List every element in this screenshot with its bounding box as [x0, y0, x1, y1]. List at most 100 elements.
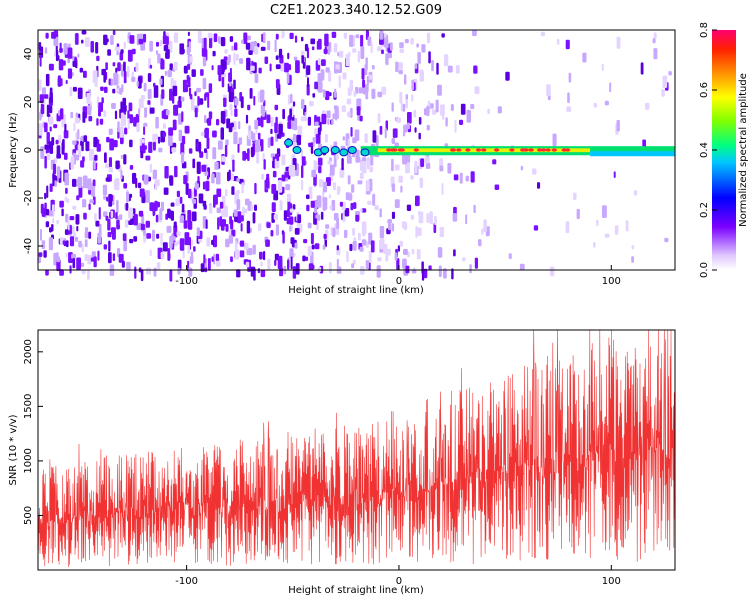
spectrogram-cell — [445, 117, 448, 127]
spectrogram-cell — [129, 238, 134, 244]
spectrogram-cell — [336, 245, 339, 251]
spectrogram-cell — [354, 129, 360, 141]
spectrogram-cell — [352, 241, 357, 251]
spectrogram-cell — [281, 31, 285, 37]
spectrogram-cell — [296, 134, 301, 146]
spectrogram-cell — [246, 57, 251, 71]
spectrogram-cell — [97, 250, 100, 261]
spectrogram-cell — [76, 225, 79, 232]
spectrogram-cell — [355, 34, 360, 39]
spectrogram-cell — [346, 155, 352, 164]
spectrogram-cell — [231, 229, 236, 237]
spectrogram-cell — [238, 121, 241, 130]
spectrogram-cell — [59, 42, 62, 53]
spectrogram-cell — [230, 109, 233, 116]
spectrogram-cell — [212, 130, 217, 138]
spectrogram-cell — [364, 84, 369, 92]
spectrogram-cell — [229, 36, 234, 42]
spectrogram-cell — [311, 264, 315, 270]
spectrogram-cell — [81, 243, 84, 253]
spectrogram-cell — [254, 182, 257, 195]
spectrogram-cell — [145, 190, 150, 203]
spectrogram-cell — [119, 51, 124, 61]
spectrogram-cell — [112, 227, 116, 240]
spectrogram-cell — [444, 54, 449, 67]
spectrogram-cell — [217, 65, 222, 76]
spectrogram-cell — [75, 214, 80, 225]
spectrogram-cell — [661, 89, 665, 97]
spectrogram-cell — [155, 214, 159, 223]
spectrogram-cell — [88, 189, 91, 195]
spectrogram-cell — [286, 217, 291, 225]
spectrogram-cell — [196, 227, 200, 237]
spectrogram-cell — [225, 188, 228, 197]
spectrogram-cell — [200, 69, 204, 76]
spectrogram-cell — [668, 71, 672, 76]
spectrogram-cell — [320, 69, 325, 77]
spectrogram-cell — [52, 173, 55, 187]
spectrogram-cell — [138, 98, 144, 109]
spectrogram-cell — [450, 104, 454, 111]
spectrogram-cell — [168, 133, 173, 146]
spectrogram-cell — [323, 48, 328, 54]
spectrogram-cell — [332, 227, 336, 238]
signal-onset-blob — [330, 146, 340, 154]
spectrogram-cell — [72, 60, 78, 67]
spectrogram-cell — [41, 240, 46, 250]
spectrogram-y-ticks: -40 -20 0 20 40 — [23, 48, 43, 254]
spectrogram-cell — [245, 198, 250, 206]
spectrogram-cell — [213, 194, 216, 208]
spectrogram-cell — [537, 182, 541, 189]
spectrogram-cell — [213, 33, 218, 43]
spectrogram-cell — [267, 40, 271, 51]
spectrogram-cell — [100, 86, 104, 91]
spectrogram-cell — [45, 32, 49, 39]
spectrogram-cell — [48, 237, 53, 251]
spectrogram-cell — [143, 122, 148, 127]
spectrogram-cell — [110, 35, 114, 45]
spectrogram-cell — [126, 261, 131, 272]
spectrogram-cell — [70, 156, 75, 170]
spectrogram-cell — [96, 55, 100, 62]
spectrogram-cell — [473, 65, 478, 74]
spectrogram-x-tick-label: 0 — [396, 276, 402, 287]
spectrogram-cell — [274, 259, 277, 266]
spectrogram-cell — [167, 208, 171, 218]
spectrogram-cell — [137, 182, 142, 189]
spectrogram-cell — [239, 215, 244, 222]
spectrogram-cell — [108, 78, 111, 86]
spectrogram-cell — [339, 50, 344, 58]
spectrogram-cell — [216, 188, 222, 197]
spectrogram-cell — [278, 179, 283, 193]
spectrogram-cell — [203, 254, 206, 264]
spectrogram-cell — [391, 158, 394, 172]
spectrogram-cell — [349, 34, 354, 47]
spectrogram-cell — [187, 245, 190, 254]
spectrogram-cell — [188, 87, 192, 97]
spectrogram-cell — [197, 31, 202, 44]
spectrogram-cell — [220, 111, 226, 124]
spectrogram-cell — [333, 182, 336, 191]
signal-peak — [481, 148, 487, 152]
signal-peak — [494, 148, 500, 152]
spectrogram-cell — [246, 35, 251, 41]
spectrogram-cell — [113, 140, 118, 148]
spectrogram-cell — [48, 210, 53, 217]
spectrogram-cell — [416, 43, 419, 48]
spectrogram-cell — [568, 72, 572, 83]
signal-peak — [509, 148, 515, 152]
spectrogram-cell — [223, 205, 228, 218]
spectrogram-cell — [213, 235, 217, 248]
spectrogram-cell — [341, 105, 346, 112]
spectrogram-cell — [411, 94, 414, 102]
spectrogram-cell — [439, 165, 444, 172]
spectrogram-cell — [374, 205, 379, 211]
spectrogram-cell — [127, 110, 130, 120]
spectrogram-cell — [226, 60, 230, 66]
spectrogram-cell — [124, 127, 128, 135]
spectrogram-cell — [90, 185, 96, 197]
spectrogram-cell — [103, 38, 109, 43]
spectrogram-cell — [152, 229, 155, 242]
spectrogram-cell — [664, 237, 669, 243]
spectrogram-cell — [43, 250, 47, 258]
